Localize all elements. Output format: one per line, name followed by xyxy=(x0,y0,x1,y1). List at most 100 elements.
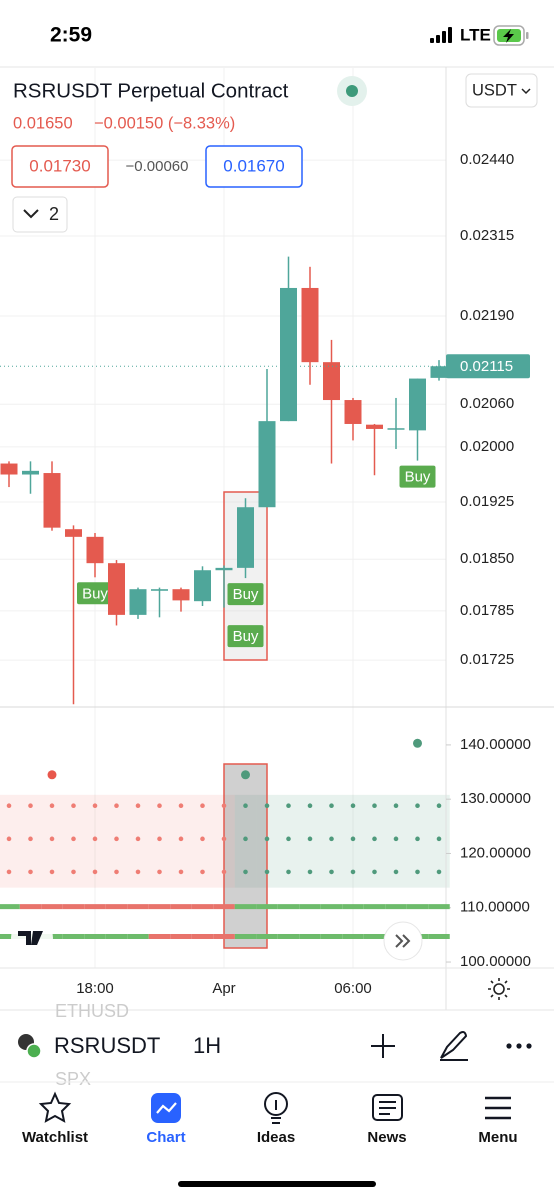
symbol-icon xyxy=(26,1043,42,1059)
candle-body xyxy=(344,400,362,424)
buy-price[interactable]: 0.01670 xyxy=(223,156,284,175)
tab-label[interactable]: Watchlist xyxy=(22,1129,88,1146)
candle-body xyxy=(151,589,168,591)
ghost-symbol: ETHUSD xyxy=(55,1001,129,1021)
indicators-count: 2 xyxy=(49,204,59,224)
signal-label: Buy xyxy=(405,469,431,486)
y-tick-label: 0.01925 xyxy=(460,493,514,510)
ideas-icon xyxy=(271,1100,281,1124)
indicator-dot xyxy=(114,869,119,875)
candle-body xyxy=(108,563,125,615)
y-tick-label: 110.00000 xyxy=(460,899,530,916)
candle-body xyxy=(258,421,276,508)
indicator-dot xyxy=(221,803,227,809)
indicator-dot xyxy=(307,869,313,875)
indicator-dot xyxy=(92,836,98,842)
y-tick-label: 100.00000 xyxy=(460,953,531,970)
sell-price[interactable]: 0.01730 xyxy=(29,156,90,175)
y-tick-label: 0.02000 xyxy=(460,438,514,455)
add-icon[interactable] xyxy=(371,1034,395,1058)
indicator-dot xyxy=(6,836,12,842)
indicator-band xyxy=(84,794,106,888)
candle-body xyxy=(0,463,18,475)
candle-body xyxy=(43,473,61,528)
indicator-dot xyxy=(200,869,205,875)
indicator-band xyxy=(191,794,214,888)
indicator-dot xyxy=(178,836,184,842)
candle-body xyxy=(86,536,104,564)
indicator-dot xyxy=(135,803,141,809)
indicator-dot xyxy=(264,836,270,842)
indicator-dot xyxy=(71,869,76,875)
y-tick-label: 130.00000 xyxy=(460,790,531,807)
currency-label[interactable]: USDT xyxy=(472,81,517,99)
indicator-band xyxy=(148,794,171,888)
buy-button[interactable] xyxy=(205,145,303,188)
indicator-marker xyxy=(47,770,57,780)
indicator-dot xyxy=(329,869,334,875)
indicator-dot xyxy=(135,836,141,842)
price-change: −0.00150 (−8.33%) xyxy=(94,114,235,132)
indicator-dot xyxy=(415,836,420,842)
ghost-symbol: SPX xyxy=(55,1069,91,1089)
y-tick-label: 0.02315 xyxy=(460,227,514,244)
y-tick-label: 0.02060 xyxy=(460,395,514,412)
indicator-dot xyxy=(157,803,162,809)
menu-icon[interactable] xyxy=(485,1096,511,1120)
candle-body xyxy=(194,570,211,602)
indicator-dot xyxy=(264,803,270,809)
draw-icon[interactable] xyxy=(440,1031,468,1061)
last-price-label: 0.02115 xyxy=(460,358,513,375)
settings-icon[interactable] xyxy=(488,978,510,1000)
selection-box xyxy=(223,763,268,949)
status-time: 2:59 xyxy=(50,24,92,47)
indicator-dot xyxy=(92,803,98,809)
indicator-band xyxy=(299,794,321,888)
indicator-dot xyxy=(286,803,291,809)
indicator-dot xyxy=(114,803,119,809)
tradingview-logo[interactable] xyxy=(18,931,43,945)
tab-label[interactable]: Menu xyxy=(478,1129,517,1146)
sell-button[interactable] xyxy=(11,145,109,188)
indicator-dot xyxy=(71,803,76,809)
indicator-dot xyxy=(286,836,291,842)
tab-label[interactable]: Chart xyxy=(146,1129,185,1146)
indicator-dot xyxy=(49,803,55,809)
toolbar-symbol[interactable]: RSRUSDT xyxy=(54,1033,160,1058)
ideas-icon[interactable] xyxy=(264,1092,288,1116)
indicator-dot xyxy=(350,869,356,875)
candle-body xyxy=(430,366,448,378)
indicator-dot xyxy=(329,803,334,809)
toolbar-interval[interactable]: 1H xyxy=(193,1033,221,1058)
chart-background xyxy=(0,68,450,968)
indicator-dot xyxy=(49,836,55,842)
chevron-icon xyxy=(521,88,531,95)
indicator-dot xyxy=(436,836,442,842)
last-price: 0.01650 xyxy=(13,114,73,132)
indicator-band xyxy=(62,794,85,888)
spread: −0.00060 xyxy=(126,158,189,175)
indicator-dot xyxy=(92,869,98,875)
symbol-title: RSRUSDT Perpetual Contract xyxy=(13,79,289,102)
indicator-dot xyxy=(28,869,33,875)
news-icon xyxy=(379,1101,396,1115)
tab-label[interactable]: News xyxy=(367,1129,406,1146)
watchlist-icon[interactable] xyxy=(38,1091,72,1123)
chevron-icon xyxy=(23,209,39,219)
signal-badge xyxy=(77,582,113,605)
indicator-band xyxy=(320,794,343,888)
indicator-dot xyxy=(28,803,33,809)
indicator-dot xyxy=(6,869,12,875)
tab-label[interactable]: Ideas xyxy=(257,1129,295,1146)
more-icon[interactable] xyxy=(506,1043,532,1049)
candle-body xyxy=(65,529,82,537)
y-tick-label: 0.01785 xyxy=(460,602,514,619)
indicators-toggle[interactable] xyxy=(12,196,68,233)
indicator-band xyxy=(363,794,386,888)
indicator-marker xyxy=(241,770,250,780)
indicator-band xyxy=(428,794,450,888)
news-icon[interactable] xyxy=(372,1094,403,1121)
indicator-band xyxy=(234,794,257,888)
currency-select[interactable] xyxy=(465,73,538,108)
